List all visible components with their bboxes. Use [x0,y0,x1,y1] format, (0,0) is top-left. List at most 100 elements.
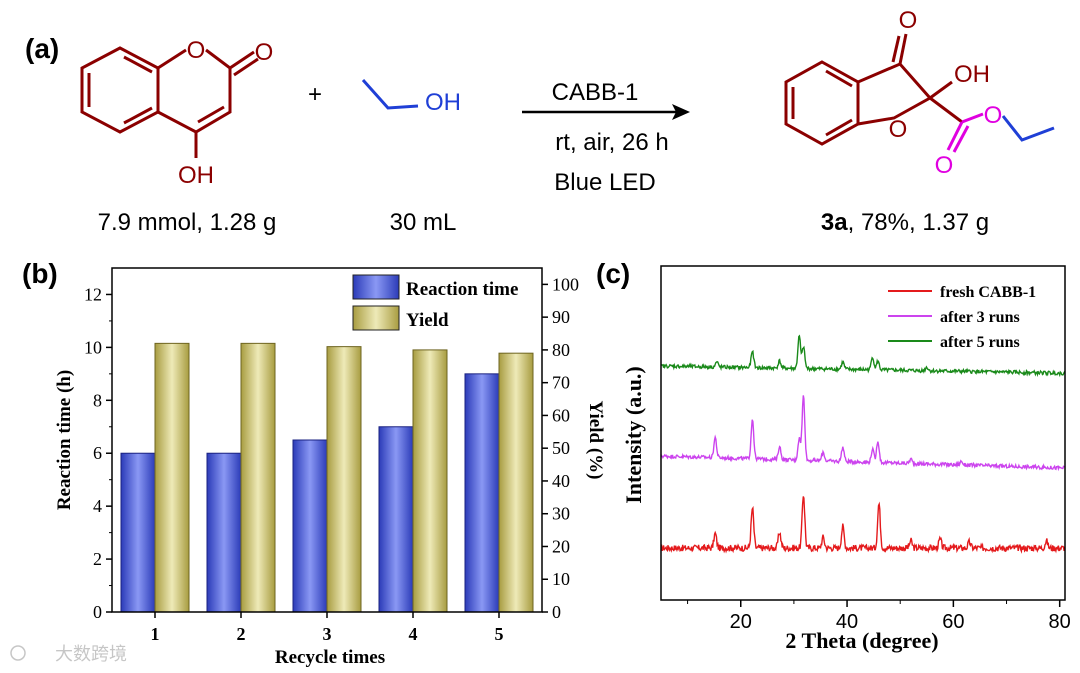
watermark: 大数跨境 [10,644,127,664]
right-tick-label: 60 [552,405,570,425]
bar-reaction-time-3 [292,439,328,613]
left-tick-label: 2 [93,549,102,569]
left-tick-label: 8 [93,390,102,410]
legend-label-yield: Yield [406,310,449,331]
xrd-x-tick-label: 20 [730,611,752,633]
ethanol-structure [361,79,419,110]
bar-yield-5 [498,352,534,613]
legend-swatch-reaction-time [352,274,400,300]
xrd-legend: fresh CABB-1 after 3 runs after 5 runs [888,284,1036,351]
right-tick-label: 0 [552,602,561,622]
bar-yield-4 [412,349,448,613]
xrd-line-fresh-cabb-1 [660,496,1066,554]
bar-reaction-time-4 [378,426,414,613]
coumarin-double-bond [197,105,225,124]
panel-label-a: (a) [25,33,59,64]
product-caption: 3a, 78%, 1.37 g [821,209,989,236]
product-ketone-oxygen: O [899,7,918,34]
left-tick-label: 4 [93,496,102,516]
plus-sign: + [308,81,322,108]
legend-label-reaction-time: Reaction time [406,279,518,300]
right-tick-label: 20 [552,536,570,556]
xrd-ylabel: Intensity (a.u.) [621,366,646,504]
coumarin-double-bond [123,106,153,125]
ester-ethyl-chain [1001,115,1055,142]
reaction-arrow-head [672,104,690,120]
x-tick-label: 2 [237,624,246,644]
right-axis: 0 10 20 30 40 50 60 70 80 90 100 [542,274,579,622]
right-tick-label: 30 [552,504,570,524]
ethanol-hydroxyl: OH [425,89,461,116]
left-tick-label: 12 [84,284,102,304]
product-structure [784,33,963,146]
bar-reaction-time-2 [206,452,242,613]
coumarin-carbonyl-bond [233,57,259,77]
product-ring-oxygen: O [889,116,908,143]
product-ketone-bond [898,33,908,65]
ester-bond [961,112,984,124]
panel-label-b: (b) [22,258,58,289]
left-axis: 0 2 4 6 8 10 12 [84,284,112,622]
coumarin-ring-oxygen: O [187,37,206,64]
coumarin-carbonyl-bond [229,50,255,70]
product-double-bond [825,118,853,137]
ester-carbonyl-bond [952,125,970,153]
product-furanone-ring [857,62,933,126]
legend-label-after-5-runs: after 5 runs [940,334,1020,351]
conditions-line-2: rt, air, 26 h [555,129,668,156]
x-tick-label: 3 [323,624,332,644]
bar-reaction-time-1 [120,452,156,613]
product-label: 3a [821,209,848,236]
panel-label-c: (c) [596,258,630,289]
xrd-x-tick-label: 40 [836,611,858,633]
reaction-scheme: (a) O O OH 7.9 mmol, 1.28 g + OH 30 mL C… [25,7,1055,236]
bar-yield-3 [326,346,362,613]
coumarin-bond [157,48,187,70]
bar-chart-legend: Reaction time Yield [352,274,518,331]
legend-label-after-3-runs: after 3 runs [940,309,1020,326]
reactant2-amount: 30 mL [390,209,457,236]
product-result: , 78%, 1.37 g [848,209,989,236]
left-tick-label: 6 [93,443,102,463]
product-hydroxyl-bond [929,80,953,100]
reactant1-amount: 7.9 mmol, 1.28 g [98,209,277,236]
product-ester-carbonyl-oxygen: O [935,152,954,179]
right-tick-label: 90 [552,307,570,327]
product-ester-bond [929,96,963,124]
xrd-x-axis: 20 40 60 80 [687,600,1071,633]
xrd-x-tick-label: 60 [942,611,964,633]
product-hydroxyl: OH [954,61,990,88]
product-ester-oxygen: O [984,102,1003,129]
xrd-x-tick-label: 80 [1049,611,1071,633]
right-tick-label: 100 [552,274,579,294]
right-tick-label: 70 [552,373,570,393]
product-benzene-ring [784,60,860,146]
x-tick-label: 4 [409,624,418,644]
coumarin-pyranone-ring [157,48,232,134]
x-axis: 1 2 3 4 5 [151,612,504,644]
x-tick-label: 1 [151,624,160,644]
left-tick-label: 0 [93,602,102,622]
legend-label-fresh: fresh CABB-1 [940,284,1036,301]
bar-yield-2 [240,342,276,613]
watermark-logo-icon [10,645,26,661]
right-tick-label: 10 [552,569,570,589]
left-tick-label: 10 [84,337,102,357]
bar-chart-ylabel: Reaction time (h) [54,370,75,510]
xrd-chart: (c) 20 40 60 80 2 Theta (degree) Intensity … [596,258,1071,653]
xrd-patterns [660,334,1066,554]
xrd-line-after-5-runs [660,334,1066,378]
bar-reaction-time-5 [464,373,500,613]
right-tick-label: 50 [552,438,570,458]
coumarin-double-bond [123,55,153,74]
product-double-bond [825,69,853,88]
reactant-coumarin-structure [80,46,259,158]
coumarin-benzene-ring [80,46,160,134]
right-tick-label: 80 [552,340,570,360]
x-tick-label: 5 [495,624,504,644]
bar-chart-bars [120,342,534,613]
conditions-line-3: Blue LED [554,169,655,196]
watermark-text: 大数跨境 [55,644,127,664]
